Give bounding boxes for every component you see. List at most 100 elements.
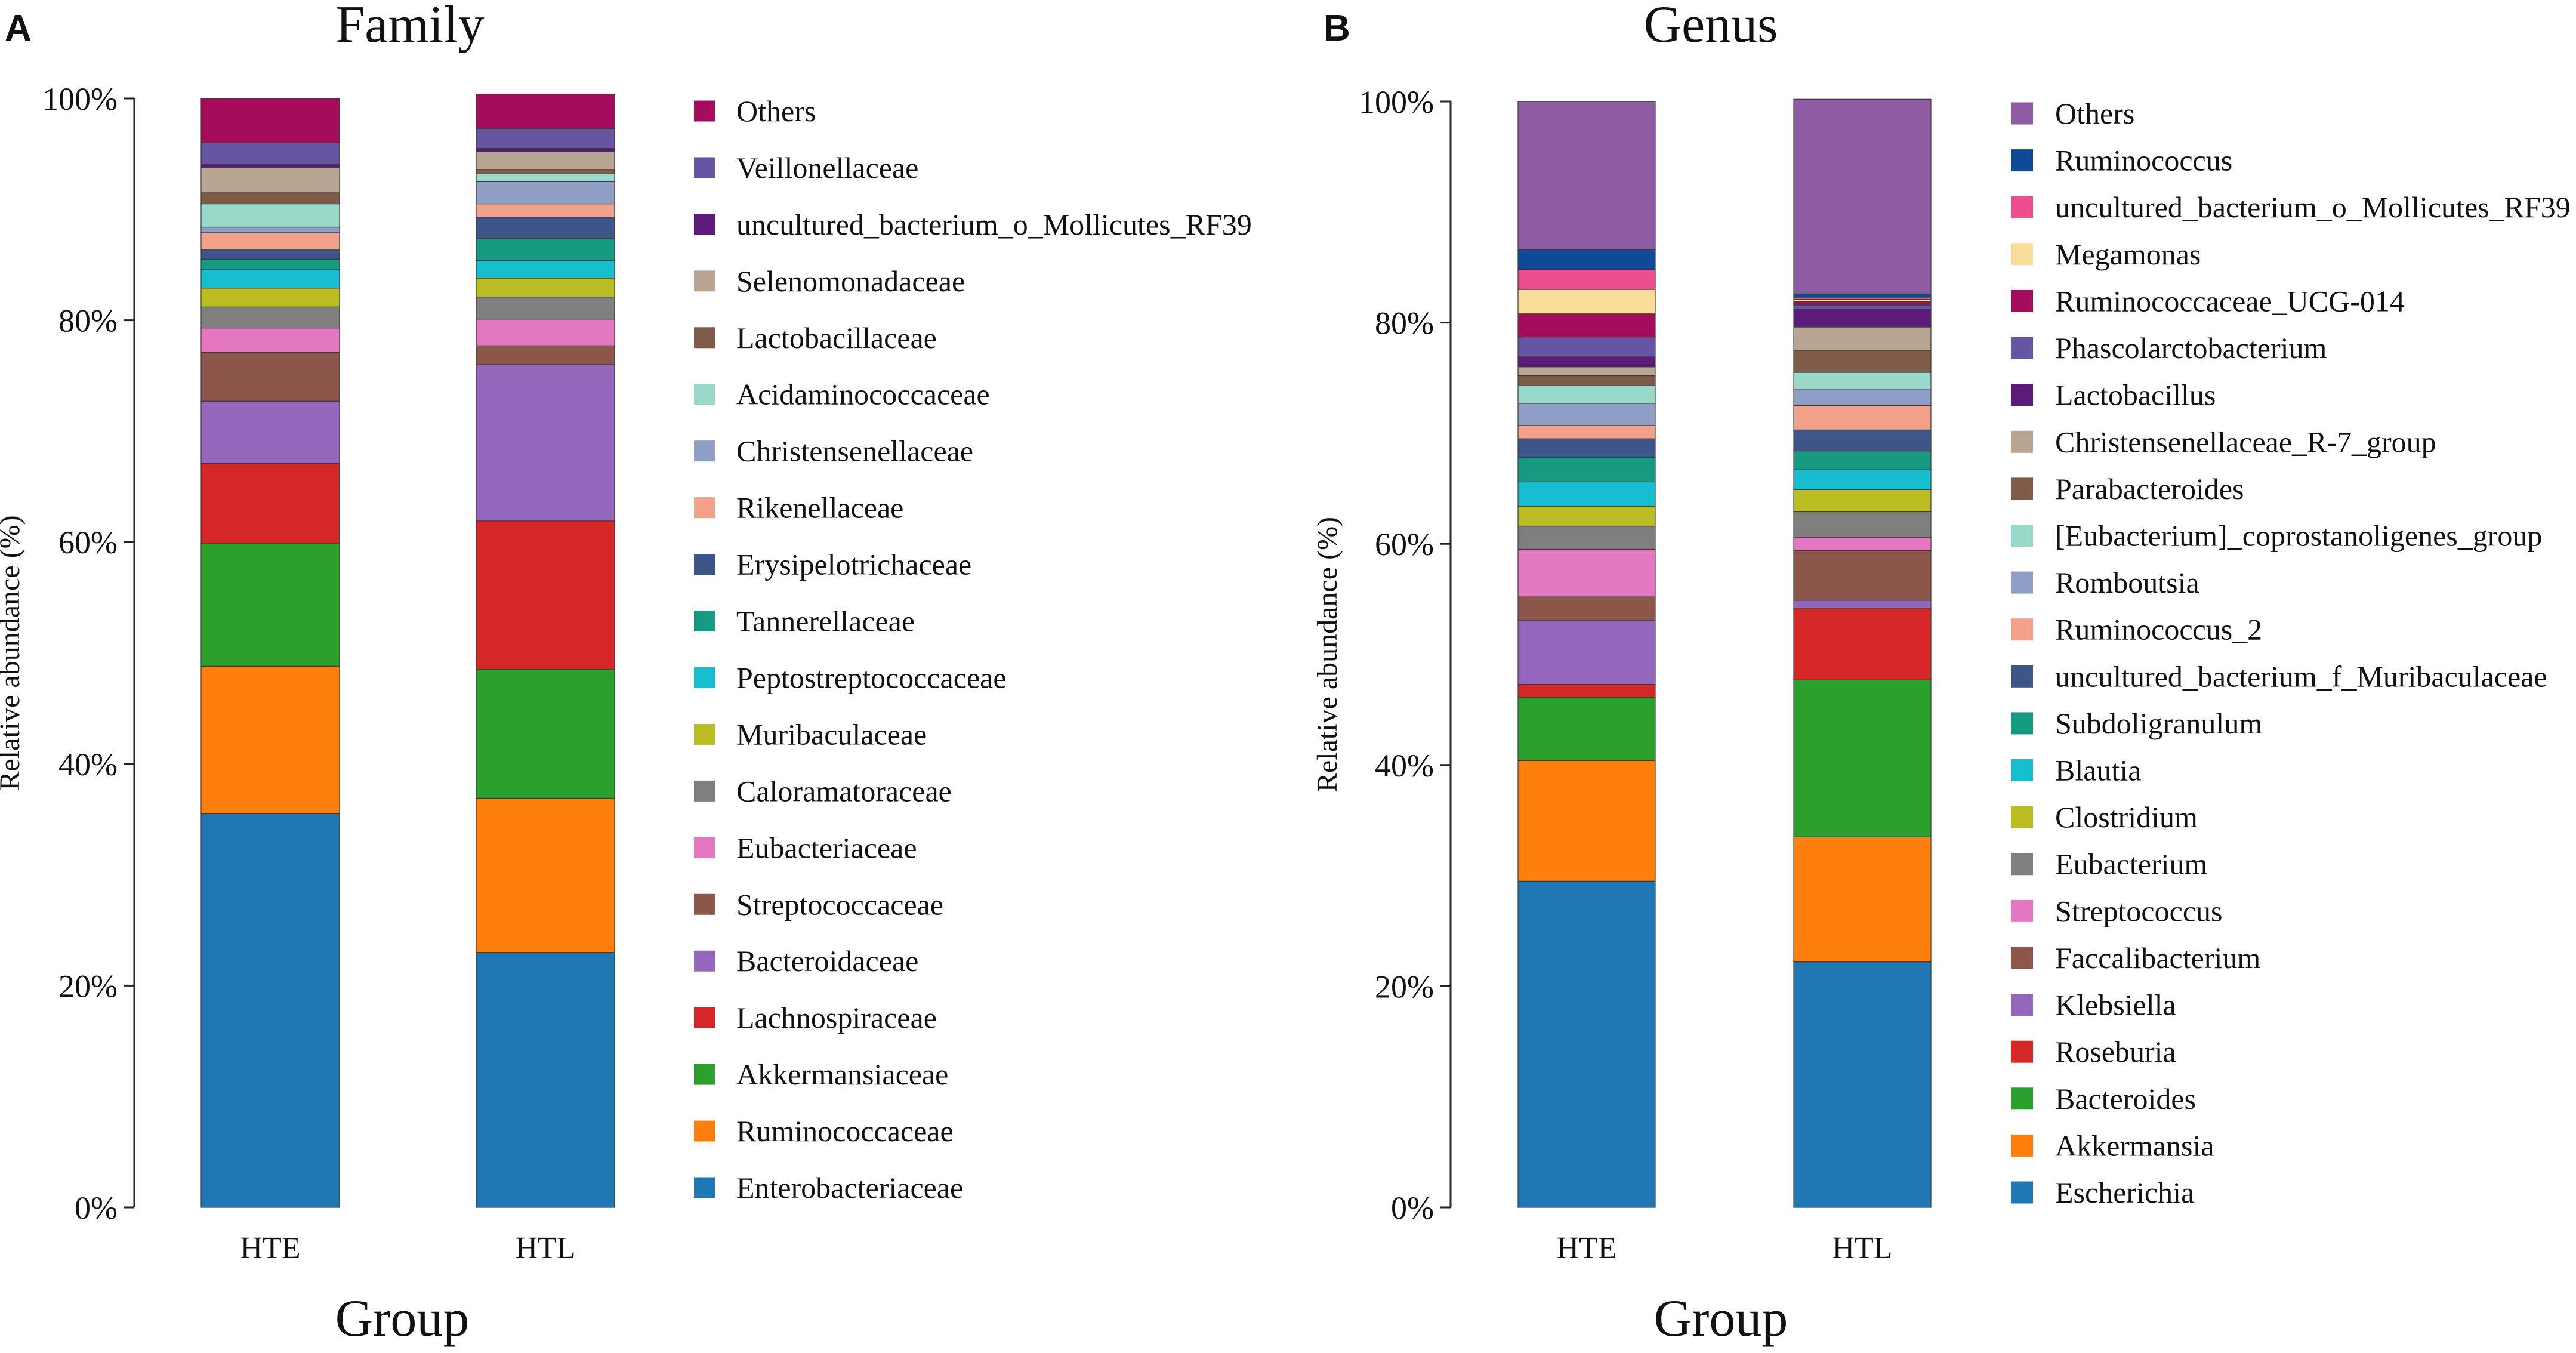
legend-label: Caloramatoraceae: [736, 774, 952, 808]
bar-segment-hte: [1517, 481, 1656, 507]
bar-segment-htl: [476, 238, 615, 261]
bar-segment-hte: [1517, 438, 1656, 458]
bar-segment-htl: [1793, 389, 1932, 406]
bar-segment-htl: [1793, 511, 1932, 538]
x-tick-label: HTE: [240, 1231, 300, 1265]
bar-segment-htl: [476, 173, 615, 182]
x-axis-label: Group: [335, 1290, 470, 1348]
bar-segment-hte: [1517, 596, 1656, 621]
bar-segment-htl: [1793, 550, 1932, 601]
y-tick-label: 80%: [1375, 306, 1434, 341]
legend: Others Ruminococcus uncultured_bacterium_o…: [2011, 97, 2571, 1209]
y-tick-label: 60%: [1375, 526, 1434, 562]
bar-segment-htl: [476, 278, 615, 298]
bar-segment-hte: [1517, 548, 1656, 597]
legend-label: Bacteroides: [2055, 1082, 2196, 1115]
legend-label: Escherichia: [2055, 1176, 2194, 1209]
legend-swatch: [694, 384, 715, 405]
legend-swatch: [694, 723, 715, 745]
bar-segment-hte: [1517, 249, 1656, 270]
bar-segment-htl: [476, 669, 615, 799]
y-axis-label: Relative abundance (%): [0, 515, 26, 790]
bar-segment-hte: [1517, 269, 1656, 290]
chart-panel-b: B Genus 0% 20% 40% 60% 80% 100% Relative abundan…: [1312, 0, 2571, 1348]
bar-segment-hte: [200, 164, 340, 168]
legend-label: uncultured_bacterium_f_Muribaculaceae: [2055, 659, 2547, 693]
legend-label: Tannerellaceae: [736, 605, 915, 638]
bar-segment-hte: [200, 400, 340, 464]
bar-segment-htl: [1793, 350, 1932, 373]
legend-label: Others: [736, 94, 816, 128]
legend-swatch: [2011, 853, 2033, 876]
bar-segment-hte: [200, 249, 340, 260]
legend-label: Erysipelotrichaceae: [736, 548, 971, 581]
bar-segment-htl: [476, 952, 615, 1208]
legend-swatch: [694, 780, 715, 802]
bar-segment-hte: [1517, 425, 1656, 439]
bar-segment-hte: [1517, 620, 1656, 685]
legend-label: Lachnospiraceae: [736, 1001, 937, 1034]
bar-segment-htl: [1793, 429, 1932, 452]
legend-label: Selenomonadaceae: [736, 264, 965, 298]
bar-segment-hte: [200, 288, 340, 307]
bar-segment-hte: [200, 98, 340, 143]
chart-title: Family: [335, 0, 484, 54]
legend-label: Akkermansia: [2055, 1129, 2214, 1162]
y-tick-label: 0%: [75, 1190, 118, 1226]
bar-segment-hte: [200, 665, 340, 815]
bar-segment-htl: [476, 260, 615, 279]
legend: Others Veillonellaceae uncultured_bacteriu…: [694, 94, 1252, 1204]
legend-swatch: [694, 950, 715, 972]
bar-segment-hte: [1517, 356, 1656, 368]
bar-segment-htl: [476, 797, 615, 953]
legend-swatch: [694, 440, 715, 462]
bar-segment-hte: [200, 142, 340, 165]
legend-swatch: [2011, 1134, 2033, 1157]
bar-segment-hte: [1517, 366, 1656, 377]
legend-swatch: [2011, 337, 2033, 359]
bar-segment-hte: [200, 328, 340, 353]
legend-label: Christensenellaceae: [736, 434, 973, 468]
bar-segment-htl: [1793, 608, 1932, 680]
legend-label: [Eubacterium]_coprostanoligenes_group: [2055, 519, 2542, 552]
legend-swatch: [2011, 665, 2033, 688]
legend-label: Romboutsia: [2055, 566, 2199, 599]
bar-segment-htl: [476, 181, 615, 205]
legend-label: Christensenellaceae_R-7_group: [2055, 425, 2436, 458]
legend-label: Ruminococcus_2: [2055, 613, 2262, 646]
legend-swatch: [2011, 196, 2033, 218]
legend-swatch: [694, 327, 715, 349]
bar-segment-htl: [1793, 450, 1932, 470]
y-tick-label: 60%: [58, 525, 118, 560]
legend-label: Clostridium: [2055, 800, 2198, 834]
y-tick-label: 40%: [1375, 748, 1434, 784]
y-axis-label: Relative abundance (%): [1312, 517, 1343, 792]
legend-label: Streptococcus: [2055, 894, 2222, 927]
legend-swatch: [2011, 477, 2033, 500]
bar-segment-hte: [200, 269, 340, 289]
bar-segment-htl: [1793, 98, 1932, 295]
legend-label: Acidaminococcaceae: [736, 378, 990, 411]
legend-label: Eubacterium: [2055, 847, 2208, 881]
x-tick-label: HTL: [1832, 1231, 1892, 1265]
bar-segment-htl: [476, 148, 615, 152]
bar-segment-hte: [200, 352, 340, 402]
bar-segment-htl: [476, 520, 615, 670]
legend-label: Rikenellaceae: [736, 491, 903, 525]
bar-segment-hte: [1517, 385, 1656, 404]
legend-label: Veillonellaceae: [736, 151, 918, 184]
bar-segment-hte: [1517, 683, 1656, 698]
legend-swatch: [2011, 149, 2033, 172]
chart-title: Genus: [1644, 0, 1778, 54]
y-tick-label: 80%: [58, 303, 118, 339]
bar-segment-htl: [476, 128, 615, 149]
x-tick-label: HTE: [1556, 1231, 1616, 1265]
legend-swatch: [2011, 430, 2033, 453]
bar-segment-htl: [1793, 301, 1932, 306]
bar-segment-htl: [476, 296, 615, 320]
y-tick-label: 100%: [1359, 84, 1434, 120]
bar-segment-htl: [1793, 961, 1932, 1208]
bar-segment-hte: [1517, 375, 1656, 386]
